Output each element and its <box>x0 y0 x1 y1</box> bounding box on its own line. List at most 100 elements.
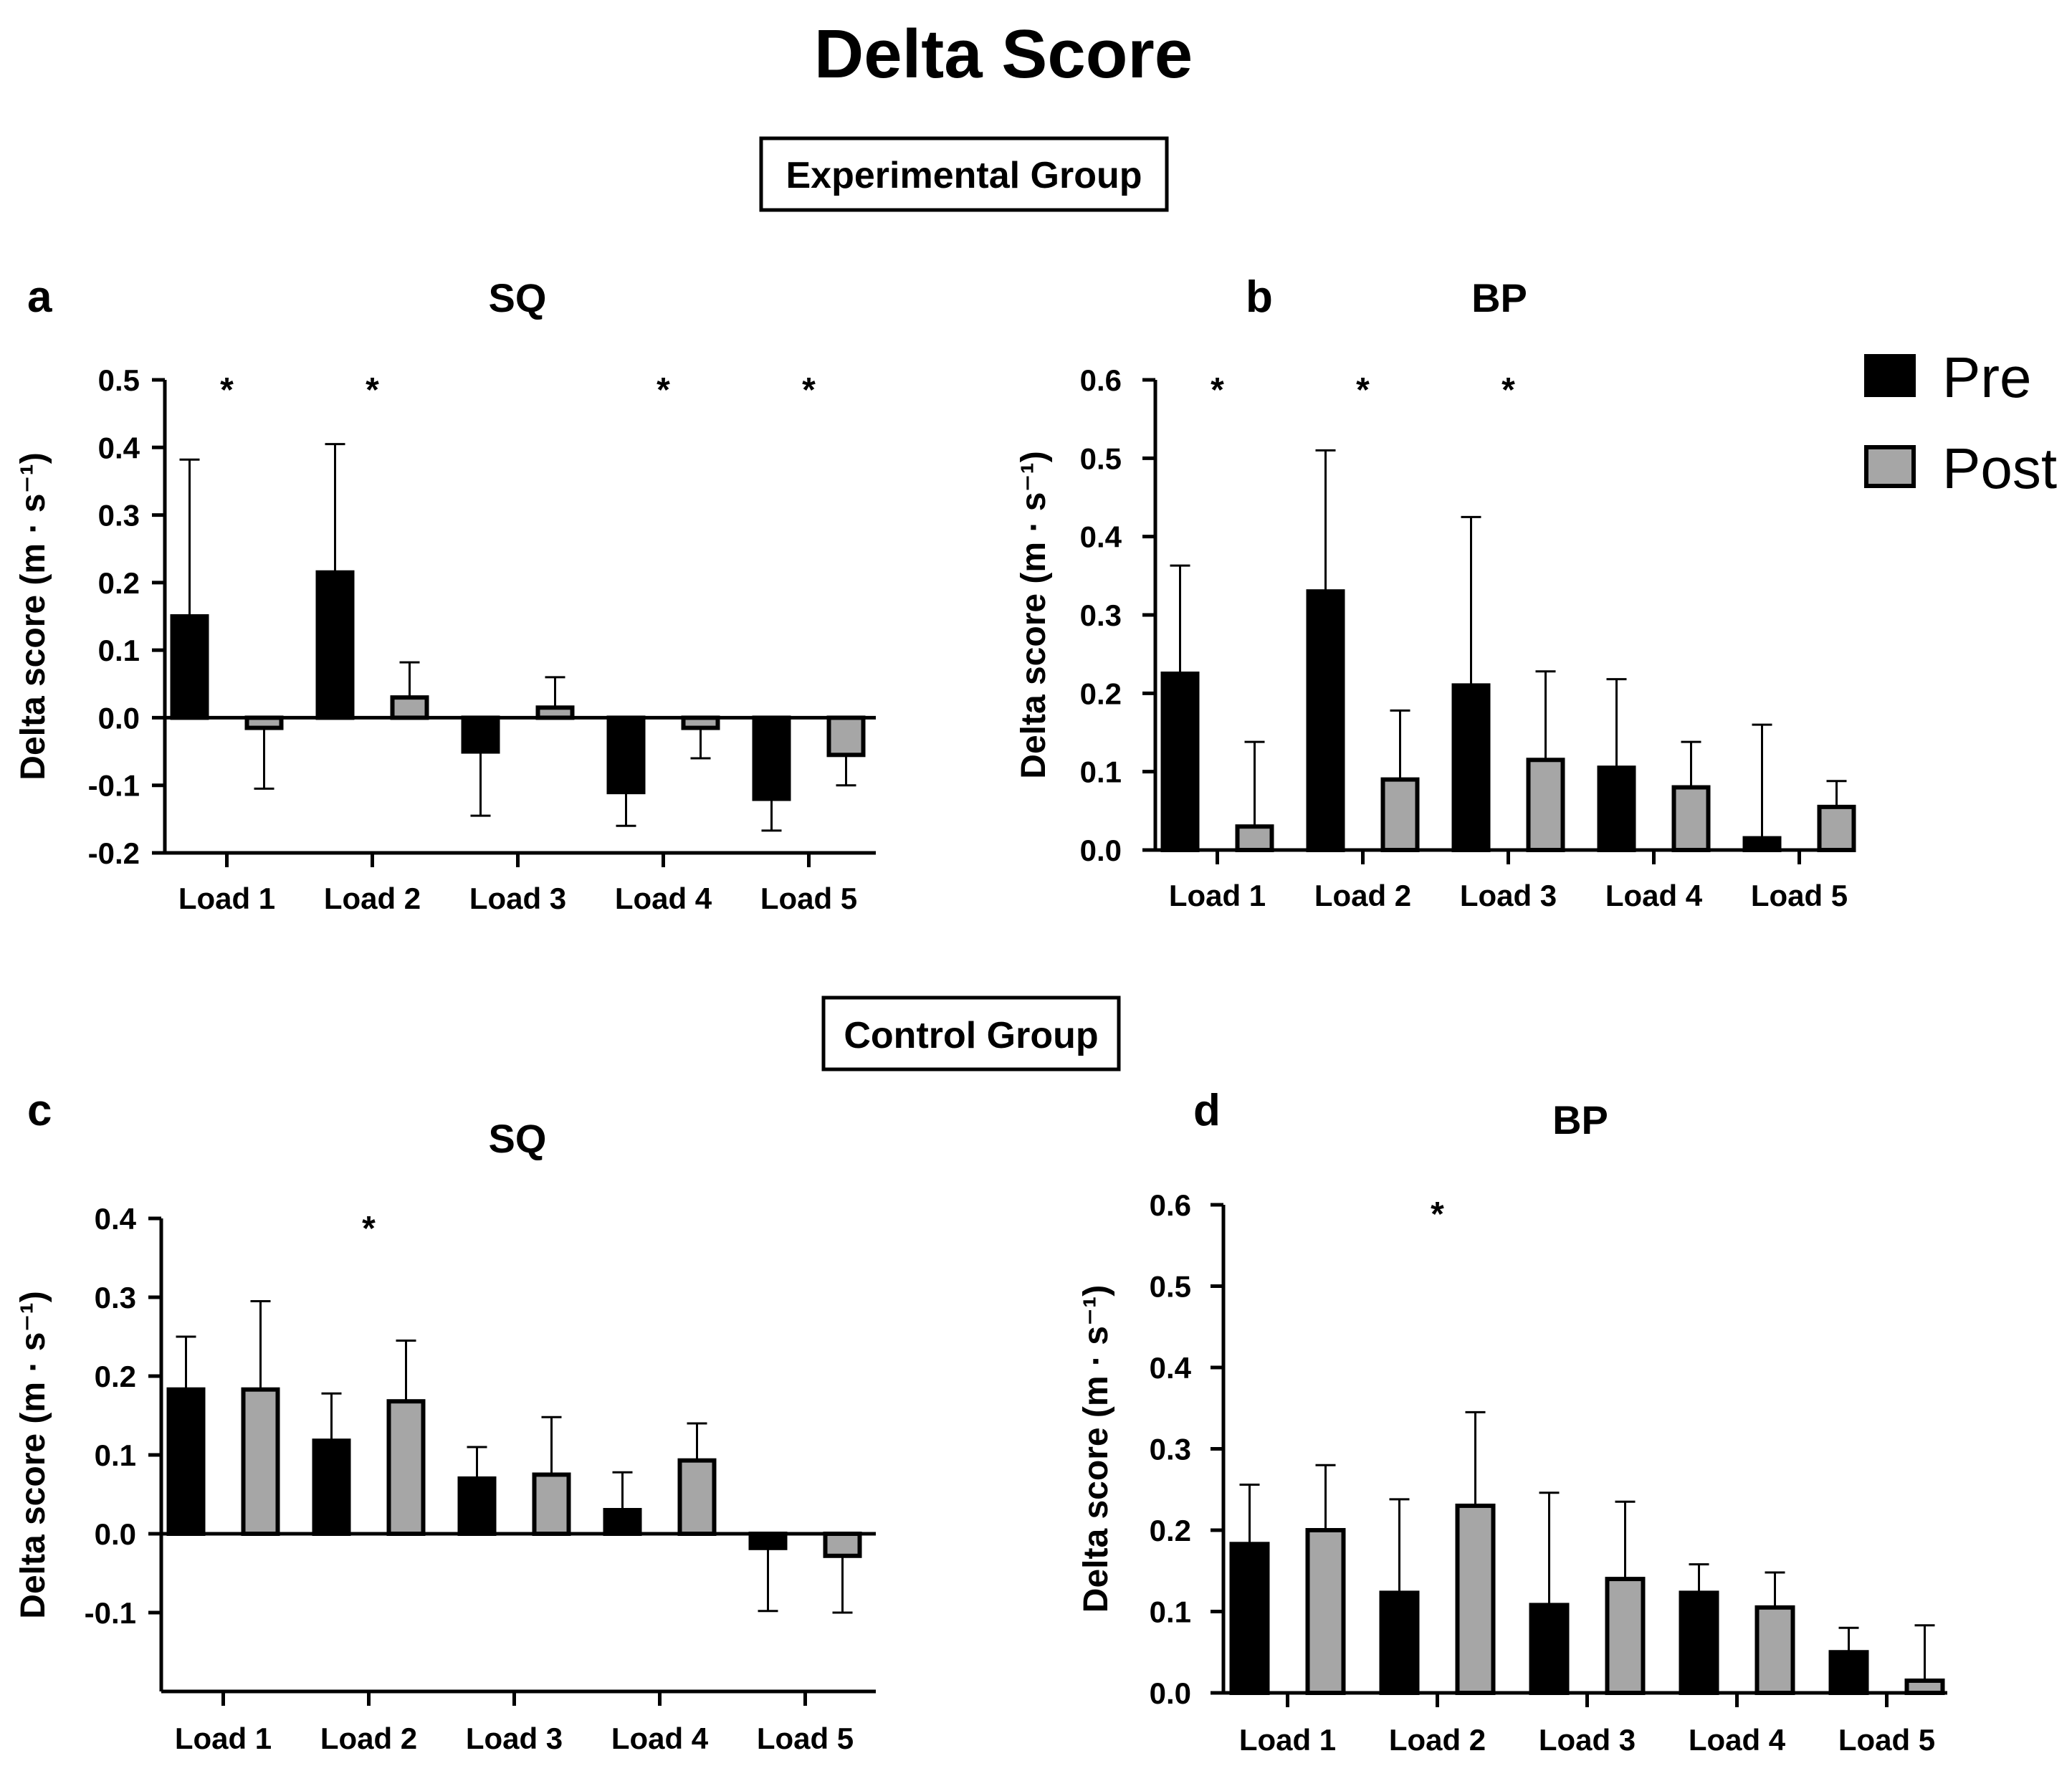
y-tick-label-a: -0.1 <box>88 769 140 803</box>
significance-marker-c-2: * <box>362 1210 376 1248</box>
significance-marker-b-3: * <box>1502 371 1515 409</box>
x-tick-label-c: Load 4 <box>611 1722 709 1755</box>
y-tick-label-a: 0.3 <box>98 499 140 533</box>
y-tick-label-a: 0.1 <box>98 634 140 667</box>
panel-d-bp-control: d BP Delta score (m · s⁻¹) 0.0 0.1 0.2 0.3 0.4 0… <box>1077 1086 1947 1757</box>
x-tick-label-d: Load 2 <box>1389 1723 1486 1757</box>
bar-d-post-1 <box>1305 1528 1346 1695</box>
y-tick-label-b: 0.0 <box>1080 834 1122 867</box>
legend-label-post: Post <box>1942 436 2057 500</box>
x-tick-label-a: Load 1 <box>178 882 275 915</box>
bar-c-post-5 <box>823 1532 862 1558</box>
y-axis-label-c: Delta score (m · s⁻¹) <box>14 1291 52 1618</box>
significance-marker-a-4: * <box>657 371 670 409</box>
bar-d-pre-4 <box>1679 1590 1719 1696</box>
bar-a-pre-5 <box>752 715 791 801</box>
y-tick-label-d: 0.5 <box>1150 1270 1191 1304</box>
panel-title-b: BP <box>1471 275 1527 320</box>
bar-c-pre-5 <box>748 1532 788 1550</box>
y-axis-label-d: Delta score (m · s⁻¹) <box>1077 1285 1115 1613</box>
bar-a-pre-2 <box>315 570 355 720</box>
x-tick-label-a: Load 5 <box>760 882 857 915</box>
x-tick-label-b: Load 1 <box>1169 879 1266 912</box>
y-tick-label-a: 0.2 <box>98 566 140 600</box>
bar-c-post-1 <box>241 1387 280 1536</box>
x-tick-label-c: Load 3 <box>466 1722 563 1755</box>
experimental-group-label: Experimental Group <box>786 155 1142 196</box>
legend-swatch-pre <box>1864 354 1916 397</box>
panel-letter-a: a <box>27 272 52 322</box>
x-tick-label-b: Load 2 <box>1314 879 1411 912</box>
legend: Pre Post <box>1864 345 2057 500</box>
x-tick-label-c: Load 1 <box>175 1722 272 1755</box>
bar-c-pre-3 <box>457 1476 497 1536</box>
legend-swatch-post <box>1864 445 1916 488</box>
y-tick-label-a: 0.0 <box>98 701 140 735</box>
y-tick-label-b: 0.4 <box>1080 520 1122 554</box>
bar-b-post-4 <box>1671 785 1711 852</box>
bar-c-post-3 <box>532 1472 571 1536</box>
experimental-group-box <box>759 136 1169 212</box>
y-tick-label-d: 0.4 <box>1150 1351 1192 1385</box>
bar-a-pre-1 <box>170 614 209 720</box>
x-tick-label-d: Load 1 <box>1239 1723 1336 1757</box>
y-tick-label-a: -0.2 <box>88 836 140 870</box>
x-tick-label-b: Load 4 <box>1605 879 1703 912</box>
y-tick-label-b: 0.5 <box>1080 441 1122 475</box>
panel-a-sq-experimental: a SQ Delta score (m · s⁻¹) -0.2 -0.1 0.0 0.1 0.… <box>14 272 876 915</box>
bar-b-pre-3 <box>1451 683 1491 853</box>
bar-b-post-2 <box>1380 777 1420 852</box>
significance-marker-a-2: * <box>366 371 379 409</box>
x-tick-label-a: Load 4 <box>615 882 712 915</box>
y-tick-label-b: 0.6 <box>1080 363 1122 397</box>
y-tick-label-c: 0.3 <box>95 1281 136 1314</box>
y-tick-label-b: 0.2 <box>1080 677 1122 710</box>
panel-letter-d: d <box>1193 1086 1221 1135</box>
bar-c-pre-1 <box>166 1387 206 1536</box>
legend-label-pre: Pre <box>1942 345 2032 409</box>
y-tick-label-c: 0.0 <box>95 1517 136 1551</box>
x-tick-label-c: Load 5 <box>757 1722 854 1755</box>
bar-a-post-2 <box>390 695 429 720</box>
y-tick-label-d: 0.6 <box>1150 1188 1191 1222</box>
y-tick-label-c: 0.2 <box>95 1360 136 1393</box>
y-tick-label-c: -0.1 <box>85 1596 136 1630</box>
bar-a-post-5 <box>826 715 866 758</box>
bar-c-post-4 <box>677 1458 717 1536</box>
y-tick-label-b: 0.3 <box>1080 598 1122 632</box>
y-tick-label-c: 0.1 <box>95 1438 136 1472</box>
bar-b-post-3 <box>1526 758 1565 853</box>
y-axis-label-a: Delta score (m · s⁻¹) <box>14 452 52 780</box>
bar-a-pre-4 <box>606 715 646 795</box>
bar-d-post-5 <box>1904 1678 1945 1696</box>
y-tick-label-b: 0.1 <box>1080 755 1122 789</box>
y-axis-label-b: Delta score (m · s⁻¹) <box>1015 451 1053 778</box>
x-tick-label-d: Load 4 <box>1689 1723 1786 1757</box>
panel-letter-b: b <box>1246 272 1273 322</box>
bar-b-pre-2 <box>1306 589 1345 852</box>
y-tick-label-c: 0.4 <box>95 1202 137 1236</box>
bar-d-pre-2 <box>1379 1590 1420 1696</box>
bar-b-pre-4 <box>1597 765 1636 852</box>
bar-d-post-3 <box>1605 1577 1646 1696</box>
x-tick-label-a: Load 2 <box>324 882 421 915</box>
bar-d-pre-1 <box>1229 1542 1270 1695</box>
significance-marker-d-2: * <box>1431 1195 1444 1233</box>
x-tick-label-c: Load 2 <box>320 1722 417 1755</box>
bar-a-pre-3 <box>461 715 500 754</box>
y-tick-label-a: 0.5 <box>98 363 140 397</box>
bar-a-post-1 <box>244 715 284 730</box>
y-tick-label-a: 0.4 <box>98 431 140 464</box>
x-tick-label-b: Load 3 <box>1460 879 1557 912</box>
bar-b-post-1 <box>1235 824 1274 852</box>
bar-b-pre-5 <box>1742 836 1782 852</box>
x-tick-label-b: Load 5 <box>1751 879 1848 912</box>
bar-d-post-4 <box>1754 1605 1795 1695</box>
bar-a-post-4 <box>681 715 720 730</box>
y-tick-label-d: 0.2 <box>1150 1514 1191 1547</box>
bar-c-post-2 <box>386 1399 426 1536</box>
panel-title-d: BP <box>1552 1097 1608 1142</box>
figure-title: Delta Score <box>814 16 1193 92</box>
bar-b-post-5 <box>1817 804 1856 853</box>
